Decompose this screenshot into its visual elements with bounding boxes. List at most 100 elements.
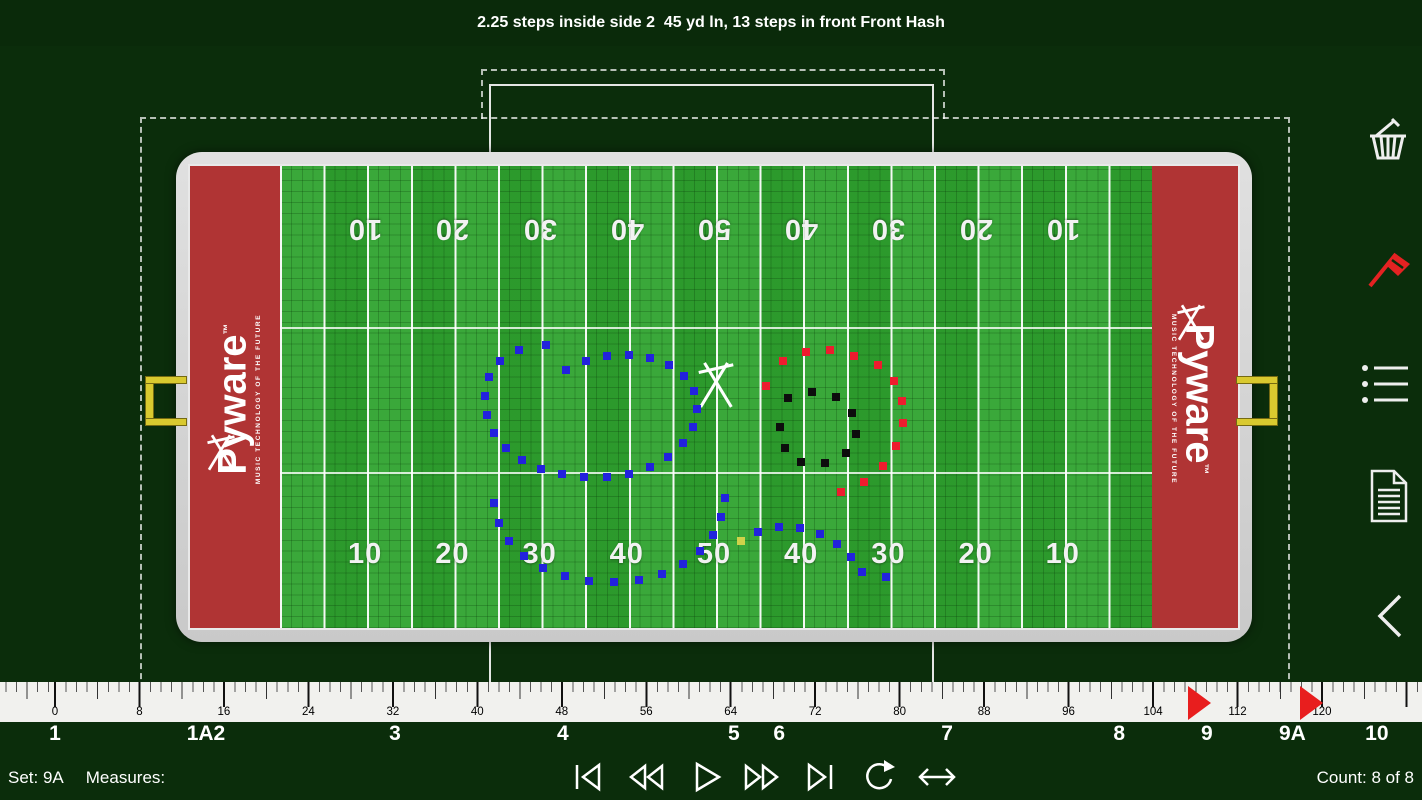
black-performer-dot[interactable] — [842, 449, 850, 457]
blue-performer-dot[interactable] — [502, 444, 510, 452]
loop-button[interactable] — [856, 758, 900, 796]
blue-performer-dot[interactable] — [689, 423, 697, 431]
blue-performer-dot[interactable] — [658, 570, 666, 578]
red-performer-dot[interactable] — [762, 382, 770, 390]
red-performer-dot[interactable] — [860, 478, 868, 486]
timeline-ruler[interactable] — [0, 682, 1422, 722]
blue-performer-dot[interactable] — [483, 411, 491, 419]
timeline-set-1A2[interactable]: 1A2 — [186, 722, 226, 745]
black-performer-dot[interactable] — [776, 423, 784, 431]
basket-icon[interactable] — [1362, 116, 1414, 168]
blue-performer-dot[interactable] — [562, 366, 570, 374]
blue-performer-dot[interactable] — [882, 573, 890, 581]
set-list-icon[interactable] — [1358, 360, 1414, 408]
blue-performer-dot[interactable] — [490, 429, 498, 437]
blue-performer-dot[interactable] — [679, 439, 687, 447]
blue-performer-dot[interactable] — [754, 528, 762, 536]
blue-performer-dot[interactable] — [490, 499, 498, 507]
black-performer-dot[interactable] — [848, 409, 856, 417]
back-chevron-icon[interactable] — [1368, 590, 1412, 642]
black-performer-dot[interactable] — [852, 430, 860, 438]
blue-performer-dot[interactable] — [558, 470, 566, 478]
timeline-set-8[interactable]: 8 — [1113, 722, 1126, 745]
red-performer-dot[interactable] — [892, 442, 900, 450]
red-performer-dot[interactable] — [890, 377, 898, 385]
fit-width-button[interactable] — [914, 758, 960, 796]
black-performer-dot[interactable] — [832, 393, 840, 401]
red-performer-dot[interactable] — [837, 488, 845, 496]
black-performer-dot[interactable] — [808, 388, 816, 396]
blue-performer-dot[interactable] — [603, 352, 611, 360]
skip-to-end-button[interactable] — [798, 758, 842, 796]
blue-performer-dot[interactable] — [537, 465, 545, 473]
red-performer-dot[interactable] — [850, 352, 858, 360]
blue-performer-dot[interactable] — [775, 523, 783, 531]
timeline-marker[interactable] — [1299, 686, 1323, 720]
blue-performer-dot[interactable] — [635, 576, 643, 584]
timeline-set-7[interactable]: 7 — [941, 722, 953, 745]
blue-performer-dot[interactable] — [610, 578, 618, 586]
blue-performer-dot[interactable] — [580, 473, 588, 481]
blue-performer-dot[interactable] — [858, 568, 866, 576]
flag-tool-icon[interactable] — [1358, 238, 1414, 294]
blue-performer-dot[interactable] — [833, 540, 841, 548]
blue-performer-dot[interactable] — [693, 405, 701, 413]
timeline-set-4[interactable]: 4 — [556, 722, 569, 745]
blue-performer-dot[interactable] — [696, 547, 704, 555]
blue-performer-dot[interactable] — [721, 494, 729, 502]
blue-performer-dot[interactable] — [847, 553, 855, 561]
football-field-canvas[interactable]: Pyware™ MUSIC TECHNOLOGY OF THE FUTURE P… — [188, 164, 1240, 630]
black-performer-dot[interactable] — [821, 459, 829, 467]
red-performer-dot[interactable] — [802, 348, 810, 356]
blue-performer-dot[interactable] — [515, 346, 523, 354]
blue-performer-dot[interactable] — [496, 357, 504, 365]
blue-performer-dot[interactable] — [717, 513, 725, 521]
timeline-set-3[interactable]: 3 — [389, 722, 401, 745]
blue-performer-dot[interactable] — [690, 387, 698, 395]
blue-performer-dot[interactable] — [625, 351, 633, 359]
red-performer-dot[interactable] — [779, 357, 787, 365]
blue-performer-dot[interactable] — [518, 456, 526, 464]
timeline-set-6[interactable]: 6 — [773, 722, 786, 745]
blue-performer-dot[interactable] — [485, 373, 493, 381]
blue-performer-dot[interactable] — [665, 361, 673, 369]
yellow-performer-dot[interactable] — [737, 537, 745, 545]
blue-performer-dot[interactable] — [539, 564, 547, 572]
red-performer-dot[interactable] — [879, 462, 887, 470]
blue-performer-dot[interactable] — [520, 552, 528, 560]
timeline-set-9A[interactable]: 9A — [1278, 722, 1306, 745]
blue-performer-dot[interactable] — [481, 392, 489, 400]
timeline-set-1[interactable]: 1 — [49, 722, 61, 745]
red-performer-dot[interactable] — [874, 361, 882, 369]
blue-performer-dot[interactable] — [664, 453, 672, 461]
blue-performer-dot[interactable] — [646, 463, 654, 471]
blue-performer-dot[interactable] — [709, 531, 717, 539]
blue-performer-dot[interactable] — [679, 560, 687, 568]
blue-performer-dot[interactable] — [495, 519, 503, 527]
blue-performer-dot[interactable] — [542, 341, 550, 349]
blue-performer-dot[interactable] — [603, 473, 611, 481]
timeline-set-10[interactable]: 10 — [1365, 722, 1389, 745]
document-icon[interactable] — [1364, 468, 1412, 524]
timeline-set-5[interactable]: 5 — [728, 722, 740, 745]
blue-performer-dot[interactable] — [816, 530, 824, 538]
blue-performer-dot[interactable] — [582, 357, 590, 365]
blue-performer-dot[interactable] — [561, 572, 569, 580]
blue-performer-dot[interactable] — [796, 524, 804, 532]
black-performer-dot[interactable] — [781, 444, 789, 452]
red-performer-dot[interactable] — [898, 397, 906, 405]
black-performer-dot[interactable] — [784, 394, 792, 402]
black-performer-dot[interactable] — [797, 458, 805, 466]
rewind-button[interactable] — [624, 758, 668, 796]
play-button[interactable] — [682, 758, 726, 796]
timeline-set-9[interactable]: 9 — [1201, 722, 1213, 745]
red-performer-dot[interactable] — [826, 346, 834, 354]
timeline-marker[interactable] — [1187, 686, 1211, 720]
fast-forward-button[interactable] — [740, 758, 784, 796]
red-performer-dot[interactable] — [899, 419, 907, 427]
blue-performer-dot[interactable] — [646, 354, 654, 362]
playing-field[interactable] — [280, 166, 1152, 628]
blue-performer-dot[interactable] — [680, 372, 688, 380]
blue-performer-dot[interactable] — [505, 537, 513, 545]
skip-to-start-button[interactable] — [566, 758, 610, 796]
